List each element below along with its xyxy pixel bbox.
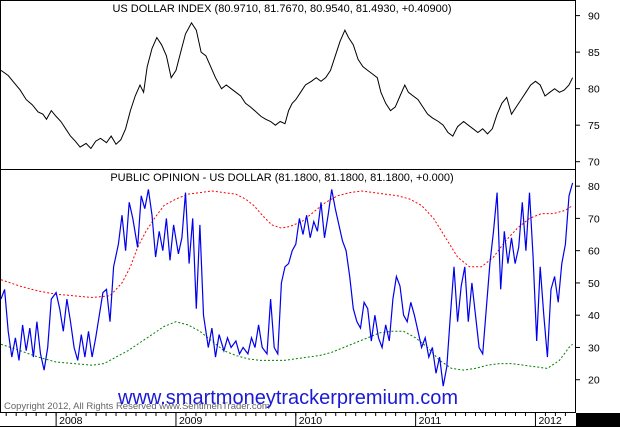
x-tick-label: 2010	[299, 415, 323, 427]
bottom-y-tick-label: 30	[588, 342, 600, 354]
bottom-y-tick-label: 60	[588, 246, 600, 258]
lower-band-line	[0, 321, 573, 371]
bottom-y-tick-label: 20	[588, 375, 600, 387]
bottom-y-tick-label: 50	[588, 278, 600, 290]
bottom-panel-frame	[0, 169, 576, 413]
bottom-y-tick-label: 70	[588, 213, 600, 225]
x-tick-label: 2012	[538, 415, 562, 427]
bottom-y-tick-label: 40	[588, 310, 600, 322]
x-axis: 2008 2009 2010 2011 2012	[5, 413, 566, 427]
top-y-tick-label: 70	[588, 157, 600, 169]
x-tick-label: 2011	[419, 415, 442, 427]
bottom-series-group	[0, 182, 574, 387]
dollar-index-line	[0, 21, 574, 150]
top-y-tick-label: 80	[588, 84, 600, 96]
x-tick-label: 2008	[59, 415, 83, 427]
website-url[interactable]: www.smartmoneytrackerpremium.com	[117, 387, 458, 409]
bottom-y-axis: 20 30 40 50 60 70 80	[575, 181, 600, 387]
bottom-panel-title: PUBLIC OPINION - US DOLLAR (81.1800, 81.…	[110, 172, 453, 184]
top-series-group	[0, 21, 574, 150]
corner-block	[576, 413, 620, 427]
copyright-text: Copyright 2012, All Rights Reserved www.…	[4, 401, 270, 412]
bottom-y-tick-label: 80	[588, 181, 600, 193]
top-y-tick-label: 85	[588, 47, 600, 59]
public-opinion-line	[0, 182, 574, 387]
top-y-tick-label: 90	[588, 11, 600, 23]
x-tick-label: 2009	[179, 415, 203, 427]
top-y-tick-label: 75	[588, 120, 600, 132]
top-panel-title: US DOLLAR INDEX (80.9710, 81.7670, 80.95…	[112, 3, 451, 15]
upper-band-line	[0, 190, 573, 299]
top-y-axis: 70 75 80 85 90	[575, 11, 600, 169]
